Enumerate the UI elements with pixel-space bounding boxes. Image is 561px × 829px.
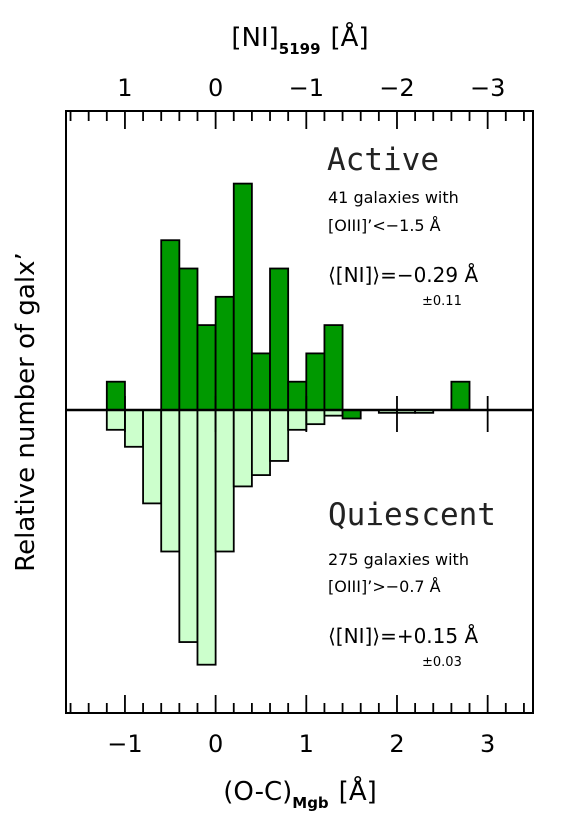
active-bin-bar [160, 239, 181, 411]
quiescent-bin-bar [178, 409, 199, 643]
quiescent-bin-bar [160, 409, 181, 553]
active-bin-bar [178, 267, 199, 411]
top-tick-label: 0 [208, 74, 223, 102]
quiescent-title: Quiescent [328, 497, 496, 533]
quiescent-bin-bar [250, 409, 271, 476]
active-bin-bar [232, 182, 253, 411]
quiescent-bin-bar [196, 409, 217, 666]
top-tick-label: 1 [117, 74, 132, 102]
quiescent-oiii-text: [OIII]’>−0.7 Å [328, 577, 441, 596]
bottom-axis-title: (O-C)Mgb [Å] [223, 775, 377, 812]
active-bin-bar [214, 295, 235, 411]
active-bin-bar [196, 324, 217, 411]
quiescent-bin-bar [105, 409, 126, 431]
quiescent-annotation: Quiescent 275 galaxies with [OIII]’>−0.7… [328, 497, 496, 670]
active-mean-error: ±0.11 [422, 294, 462, 309]
quiescent-bin-bar [269, 409, 290, 462]
quiescent-bin-bar [142, 409, 163, 505]
top-tick-label: −3 [470, 74, 505, 102]
active-bin-bar [105, 380, 126, 411]
active-bin-bar [269, 267, 290, 411]
active-histogram [105, 182, 471, 420]
bottom-tick-label: −1 [107, 730, 142, 758]
quiescent-mean-text: ⟨[NI]⟩=+0.15 Å [328, 624, 478, 648]
bottom-tick-label: 2 [389, 730, 404, 758]
plot-frame [65, 110, 534, 714]
active-title: Active [327, 142, 439, 178]
top-tick-label: −2 [379, 74, 414, 102]
active-bin-bar [287, 380, 308, 411]
quiescent-bin-bar [214, 409, 235, 553]
bottom-tick-label: 3 [480, 730, 495, 758]
active-bin-bar [305, 352, 326, 411]
quiescent-bin-bar [305, 409, 326, 426]
active-count-text: 41 galaxies with [328, 188, 459, 207]
top-tick-label: −1 [289, 74, 324, 102]
active-oiii-text: [OIII]’<−1.5 Å [328, 216, 441, 235]
bottom-tick-label: 0 [208, 730, 223, 758]
quiescent-bin-bar [124, 409, 144, 448]
top-axis-title: [NI]5199 [Å] [231, 21, 368, 58]
quiescent-bin-bar [287, 409, 308, 431]
active-bin-bar [250, 352, 271, 411]
quiescent-histogram [105, 409, 435, 666]
axis-ticks [69, 111, 525, 713]
active-bin-bar [341, 409, 362, 420]
quiescent-bin-bar [232, 409, 253, 488]
bottom-tick-label: 1 [299, 730, 314, 758]
active-bin-bar [323, 324, 344, 411]
quiescent-mean-error: ±0.03 [422, 655, 462, 670]
active-bin-bar [450, 380, 471, 411]
active-annotation: Active 41 galaxies with [OIII]’<−1.5 Å ⟨… [327, 142, 478, 309]
quiescent-count-text: 275 galaxies with [328, 550, 469, 569]
y-axis-title: Relative number of galx’ [11, 252, 41, 572]
active-mean-text: ⟨[NI]⟩=−0.29 Å [328, 263, 478, 287]
